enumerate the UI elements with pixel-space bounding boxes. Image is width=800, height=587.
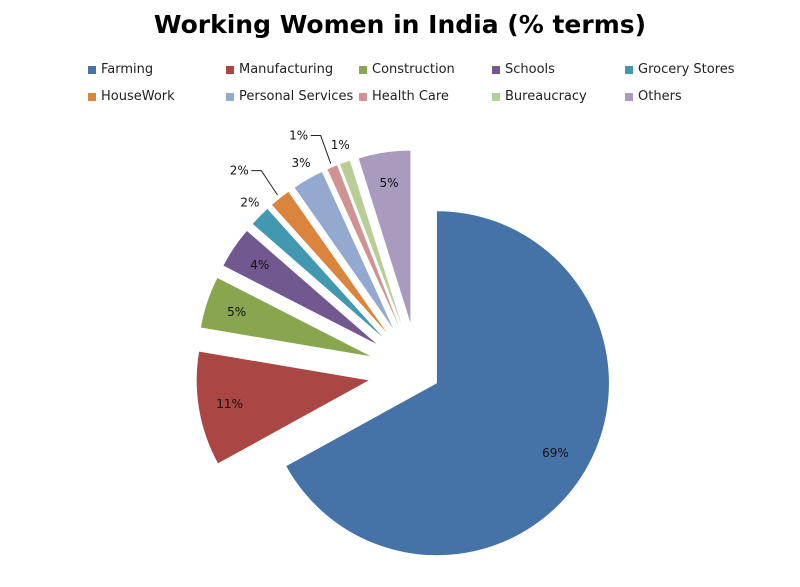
data-label: 5% [227, 305, 246, 319]
legend-label: Farming [101, 62, 154, 77]
legend-label: Bureaucracy [505, 89, 587, 104]
data-label: 1% [289, 129, 308, 143]
legend-swatch [88, 92, 96, 101]
chart-title: Working Women in India (% terms) [153, 10, 647, 39]
legend-label: Manufacturing [239, 62, 334, 77]
data-label: 2% [240, 195, 259, 209]
legend-label: Personal Services [239, 89, 354, 104]
legend-label: Grocery Stores [638, 62, 735, 77]
legend-item: Personal Services [226, 89, 359, 104]
data-label: 69% [542, 446, 569, 460]
data-label: 4% [250, 258, 269, 272]
legend-swatch [625, 92, 633, 101]
legend-label: Schools [505, 62, 555, 77]
legend-swatch [492, 92, 500, 101]
pie-slice-personal-services [294, 172, 394, 329]
legend-label: Others [638, 89, 682, 104]
legend-item: Schools [492, 62, 625, 77]
pie-slice-others [358, 150, 411, 323]
pie-slice-housework [271, 191, 387, 333]
pie-slice-bureaucracy [339, 160, 402, 325]
legend-swatch [226, 92, 234, 101]
data-label: 2% [230, 164, 249, 178]
legend-item: Bureaucracy [492, 89, 625, 104]
legend-item: Farming [88, 62, 226, 77]
pie-slice-manufacturing [196, 351, 369, 464]
legend-swatch [359, 65, 367, 74]
legend-item: HouseWork [88, 89, 226, 104]
data-label: 3% [292, 156, 311, 170]
pie-slice-schools [223, 230, 377, 344]
data-label: 1% [331, 138, 350, 152]
legend-swatch [88, 65, 96, 74]
legend: Farming Manufacturing Construction Schools G… [88, 62, 768, 104]
pie-slice-construction [200, 277, 371, 357]
leader-line [251, 170, 278, 196]
pie-slice-grocery-stores [252, 208, 383, 337]
leader-line [310, 135, 332, 164]
legend-item: Construction [359, 62, 492, 77]
pie-slice-farming [286, 211, 609, 556]
legend-item: Others [625, 89, 765, 104]
data-label: 5% [379, 176, 398, 190]
legend-label: Health Care [372, 89, 449, 104]
data-label: 11% [216, 397, 243, 411]
legend-swatch [359, 92, 367, 101]
legend-item: Health Care [359, 89, 492, 104]
legend-label: HouseWork [101, 89, 175, 104]
pie-slice-health-care [327, 165, 399, 326]
legend-swatch [492, 65, 500, 74]
legend-swatch [226, 65, 234, 74]
legend-item: Grocery Stores [625, 62, 765, 77]
legend-item: Manufacturing [226, 62, 359, 77]
legend-swatch [625, 65, 633, 74]
legend-label: Construction [372, 62, 455, 77]
